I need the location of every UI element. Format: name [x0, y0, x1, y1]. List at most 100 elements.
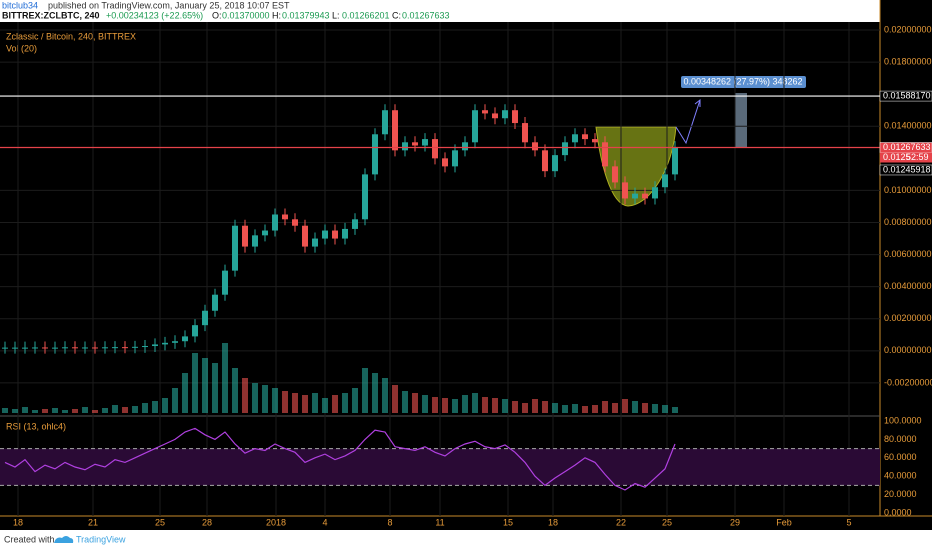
measure-label-bg — [681, 76, 806, 88]
volume-bar — [492, 398, 498, 413]
rsi-title: RSI (13, ohlc4) — [6, 421, 66, 431]
x-tick-label: 11 — [435, 517, 444, 527]
footer-brand[interactable]: TradingView — [76, 534, 126, 544]
candle — [422, 139, 428, 146]
author[interactable]: bitclub34 — [2, 0, 38, 10]
candle — [32, 347, 38, 349]
candle — [342, 228, 348, 239]
candle — [622, 182, 628, 199]
candle — [572, 134, 578, 143]
candle — [192, 325, 198, 337]
volume-bar — [252, 383, 258, 413]
volume-bar — [192, 353, 198, 413]
volume-bar — [272, 388, 278, 413]
candle — [582, 134, 588, 140]
candle — [172, 341, 178, 343]
candle — [252, 235, 258, 247]
rsi-tick-label: 60.0000 — [884, 452, 917, 462]
x-tick-label: 21 — [88, 517, 98, 527]
candle — [162, 342, 168, 345]
volume-bar — [222, 343, 228, 413]
volume-bar — [372, 373, 378, 413]
candle — [262, 230, 268, 236]
price-axis-bg — [880, 0, 932, 530]
candle — [152, 344, 158, 347]
y-tick-label: 0.01400000 — [884, 121, 932, 131]
candle — [102, 347, 108, 349]
candle — [132, 346, 138, 348]
candle — [452, 150, 458, 167]
volume-bar — [302, 395, 308, 413]
published: published on TradingView.com, January 25… — [48, 0, 290, 10]
volume-bar — [422, 395, 428, 413]
volume-bar — [452, 399, 458, 413]
candle — [122, 347, 128, 349]
volume-bar — [352, 388, 358, 413]
candle — [82, 347, 88, 349]
volume-bar — [612, 403, 618, 413]
candle — [392, 110, 398, 151]
measure-label: 0.00348262 (27.97%) 348262 — [683, 76, 802, 86]
x-tick-label: 8 — [387, 517, 392, 527]
candle — [112, 347, 118, 349]
candle — [632, 193, 638, 199]
volume-bar — [332, 395, 338, 413]
volume-bar — [482, 397, 488, 413]
price-label-bg — [879, 90, 932, 102]
measure-box — [735, 93, 747, 148]
x-tick-label: 5 — [846, 517, 851, 527]
y-tick-label: 0.01000000 — [884, 185, 932, 195]
x-tick-label: 22 — [616, 517, 626, 527]
chart-title: Zclassic / Bitcoin, 240, BITTREX — [6, 31, 136, 41]
ohlc-value: 0.01266201 — [342, 10, 390, 20]
volume-bar — [322, 398, 328, 413]
candle — [382, 110, 388, 135]
candle — [502, 110, 508, 119]
candle — [522, 123, 528, 143]
volume-bar — [2, 408, 8, 413]
candle — [292, 219, 298, 226]
volume-bar — [442, 398, 448, 413]
volume-bar — [562, 405, 568, 413]
candle — [272, 214, 278, 231]
volume-bar — [112, 405, 118, 413]
ohlc-value: 0.01379943 — [282, 10, 330, 20]
x-tick-label: 25 — [662, 517, 672, 527]
volume-bar — [582, 406, 588, 413]
volume-bar — [132, 406, 138, 413]
volume-bar — [292, 393, 298, 413]
volume-bar — [432, 397, 438, 413]
ohlc-key: C: — [392, 10, 401, 20]
footer-created: Created with — [4, 534, 55, 544]
volume-bar — [312, 393, 318, 413]
volume-bar — [632, 401, 638, 413]
candle — [302, 225, 308, 247]
rsi-tick-label: 100.0000 — [884, 415, 922, 425]
candle — [182, 336, 188, 342]
candle — [242, 225, 248, 247]
candle — [212, 294, 218, 311]
x-tick-label: 2018 — [266, 517, 286, 527]
volume-bar — [362, 368, 368, 413]
y-tick-label: 0.00800000 — [884, 217, 932, 227]
volume-bar — [602, 401, 608, 413]
y-tick-label: 0.00600000 — [884, 249, 932, 259]
rsi-line — [4, 427, 676, 491]
candle — [562, 142, 568, 156]
volume-bar — [92, 410, 98, 413]
candle — [532, 142, 538, 151]
x-tick-label: Feb — [776, 517, 792, 527]
x-tick-label: 25 — [155, 517, 165, 527]
x-tick-label: 18 — [13, 517, 23, 527]
volume-bar — [172, 388, 178, 413]
volume-bar — [232, 368, 238, 413]
ohlc-value: 0.01370000 — [222, 10, 270, 20]
volume-bar — [552, 403, 558, 413]
candle — [12, 347, 18, 349]
y-tick-label: 0.00200000 — [884, 313, 932, 323]
volume-bar — [52, 408, 58, 413]
volume-title: Vol (20) — [6, 43, 37, 53]
candle — [72, 347, 78, 349]
volume-bar — [182, 373, 188, 413]
candle — [332, 230, 338, 239]
